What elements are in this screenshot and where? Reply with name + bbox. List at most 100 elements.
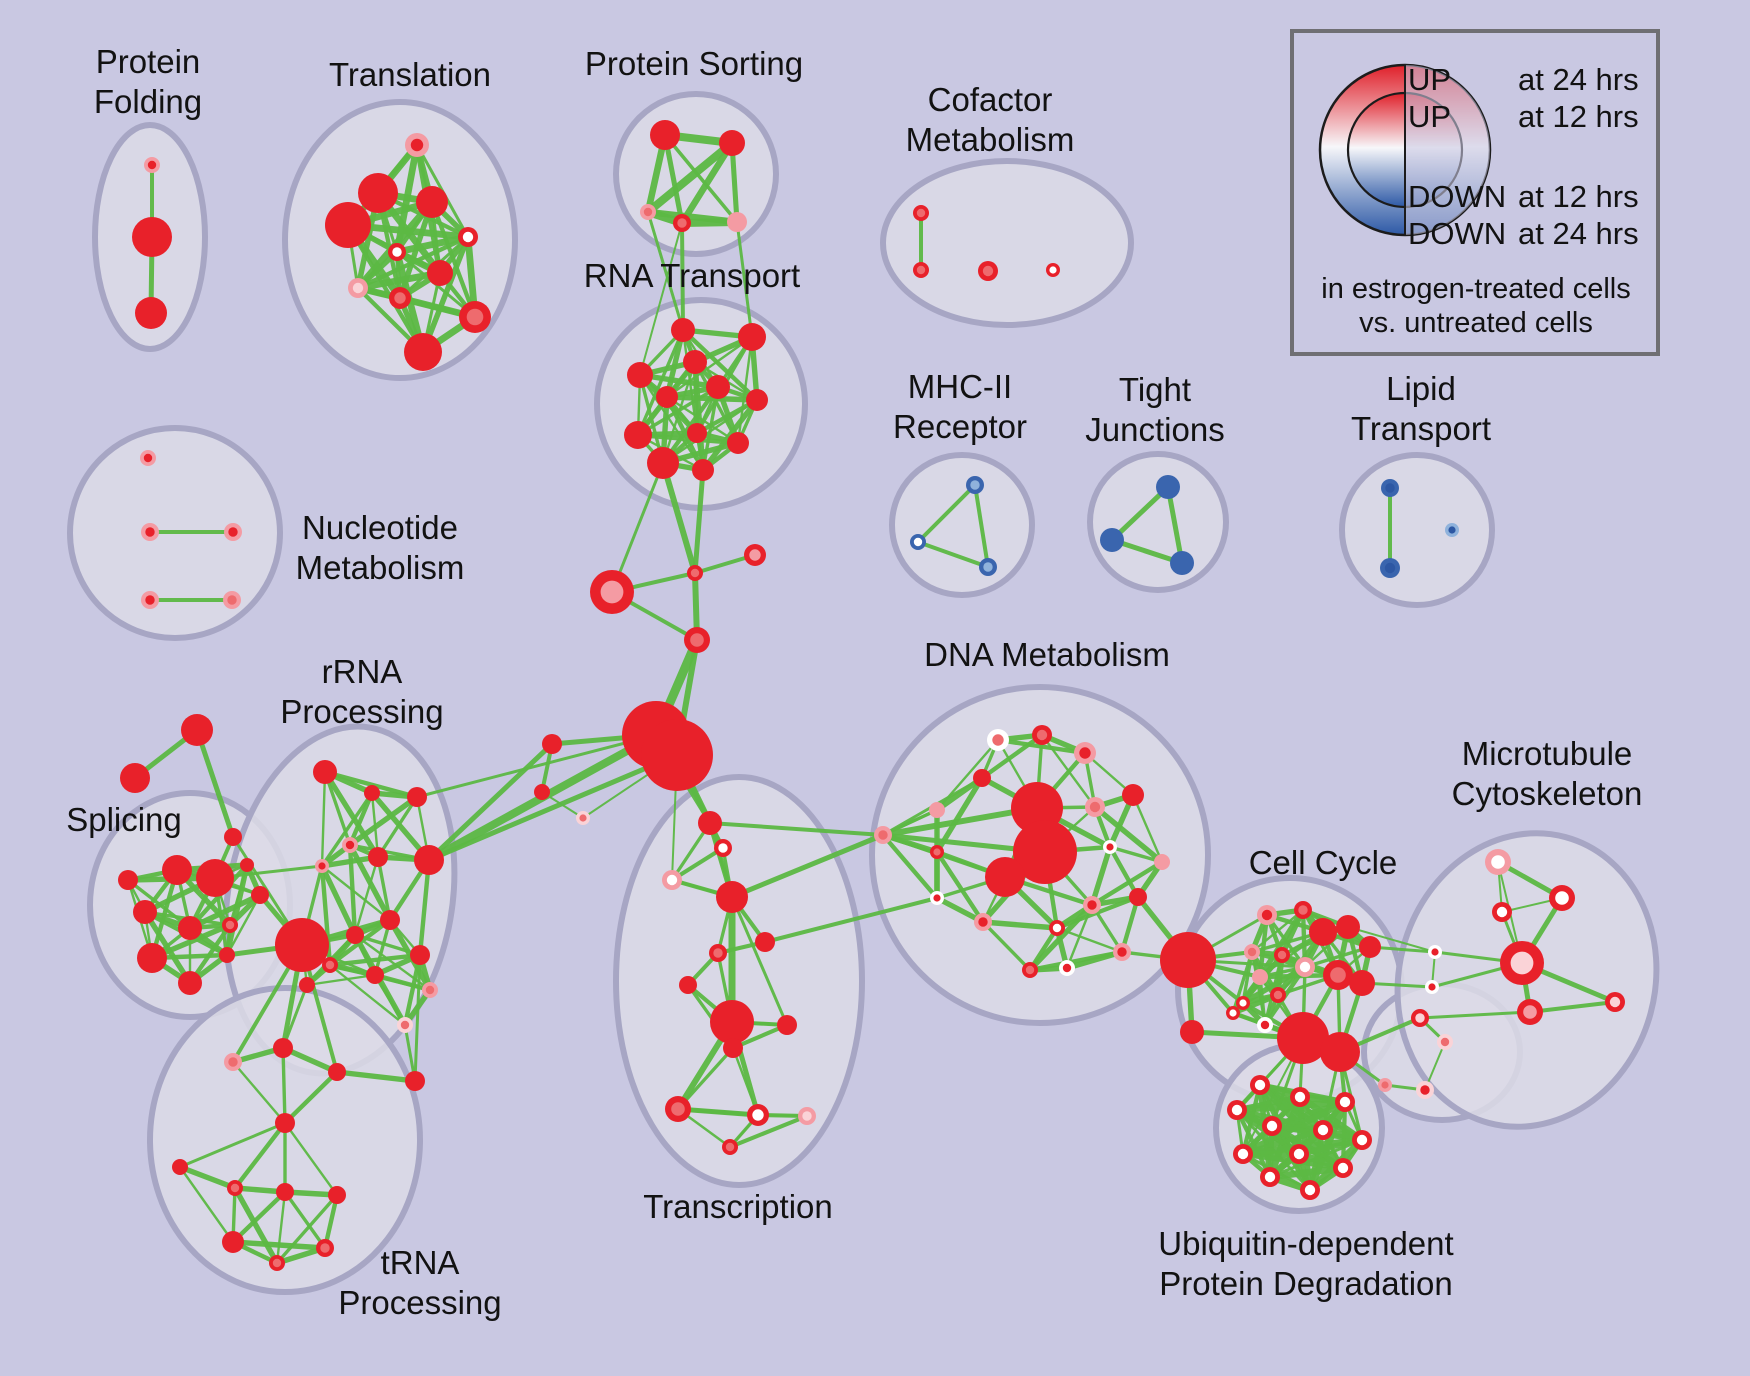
edge — [916, 540, 990, 569]
edge — [376, 795, 419, 859]
node-core — [1261, 909, 1273, 921]
node-core — [225, 920, 235, 930]
node-core — [749, 549, 761, 561]
cluster-mhc-ii-receptor-boundary — [889, 452, 1035, 598]
node — [627, 362, 653, 388]
edge — [1090, 903, 1124, 954]
edge — [880, 832, 940, 855]
node — [196, 859, 234, 897]
legend-row-time: at 24 hrs — [1518, 216, 1639, 251]
cluster-nucleotide-metabolism-label: Nucleotide — [302, 509, 458, 546]
cluster-nucleotide-metabolism-label: Metabolism — [296, 549, 465, 586]
node — [687, 423, 707, 443]
node-core — [1448, 526, 1456, 534]
node-core — [320, 1243, 330, 1253]
edge — [282, 1069, 340, 1126]
edge — [1092, 804, 1165, 865]
node — [1154, 854, 1170, 870]
edge — [231, 1060, 287, 1125]
legend: UP at 24 hrs UP at 12 hrs DOWN at 12 hrs DOWN a… — [1290, 29, 1660, 356]
node — [1170, 551, 1194, 575]
legend-row-term: DOWN — [1408, 216, 1506, 251]
edge — [347, 794, 420, 848]
node-core — [1079, 747, 1091, 759]
node-core — [970, 480, 980, 490]
edge — [676, 1046, 735, 1111]
node — [727, 432, 749, 454]
edge — [934, 849, 986, 925]
edge — [1165, 484, 1185, 566]
edge — [643, 138, 737, 217]
edge — [665, 335, 754, 399]
node-core — [579, 814, 587, 822]
edge — [426, 752, 680, 863]
edge — [639, 222, 683, 376]
node — [727, 212, 747, 232]
node-core — [1298, 905, 1308, 915]
node-core — [345, 840, 355, 850]
edge — [935, 738, 1000, 812]
edge — [415, 733, 658, 799]
node-core — [1237, 1148, 1249, 1160]
node — [929, 802, 945, 818]
edge — [980, 919, 1060, 931]
edge — [372, 972, 433, 993]
cluster-protein-sorting-label: Protein Sorting — [585, 45, 803, 82]
edge — [328, 963, 407, 1027]
node — [416, 186, 448, 218]
node-core — [1294, 1091, 1306, 1103]
legend-row-time: at 12 hrs — [1518, 179, 1639, 214]
node — [178, 916, 202, 940]
node — [1252, 969, 1268, 985]
node-core — [1264, 1171, 1276, 1183]
node — [240, 858, 254, 872]
cluster-protein-folding-label: Folding — [94, 83, 202, 120]
edge — [1109, 537, 1185, 566]
node — [1349, 970, 1375, 996]
node-core — [1231, 1104, 1243, 1116]
edge — [413, 953, 422, 1083]
edge — [1240, 964, 1308, 1006]
node-core — [913, 537, 923, 547]
edge — [322, 1192, 340, 1251]
node-core — [643, 207, 653, 217]
node — [1100, 528, 1124, 552]
edge — [637, 372, 721, 390]
edge — [327, 952, 423, 968]
node-core — [1062, 963, 1072, 973]
edge — [225, 893, 262, 957]
node-core — [1523, 1005, 1537, 1019]
edge — [692, 467, 706, 576]
node-core — [1052, 923, 1062, 933]
edge — [334, 1069, 418, 1084]
node-core — [227, 595, 237, 605]
node-core — [1299, 961, 1311, 973]
node-core — [1277, 950, 1287, 960]
cluster-trna-processing-label: tRNA — [381, 1244, 460, 1281]
edge — [708, 821, 885, 837]
node-core — [1254, 1079, 1266, 1091]
edge — [376, 855, 392, 922]
node — [275, 1113, 295, 1133]
edge — [275, 1193, 339, 1265]
edge — [610, 461, 665, 594]
cluster-microtubule-cytoskeleton-label: Cytoskeleton — [1452, 775, 1643, 812]
edge — [1027, 902, 1095, 973]
node — [224, 828, 242, 846]
edge — [1250, 908, 1305, 954]
node-core — [713, 948, 723, 958]
edge — [420, 234, 471, 355]
edge — [1109, 484, 1171, 543]
node-core — [878, 830, 888, 840]
edge — [281, 1046, 287, 1125]
edge — [283, 1121, 339, 1197]
node — [1122, 784, 1144, 806]
cluster-tight-junctions-label: Junctions — [1085, 411, 1224, 448]
edge — [224, 862, 250, 958]
node — [698, 811, 722, 835]
node — [222, 1231, 244, 1253]
node-core — [1428, 983, 1436, 991]
cluster-dna-metabolism-label: DNA Metabolism — [924, 636, 1170, 673]
node-core — [1106, 843, 1114, 851]
edge — [353, 933, 422, 957]
